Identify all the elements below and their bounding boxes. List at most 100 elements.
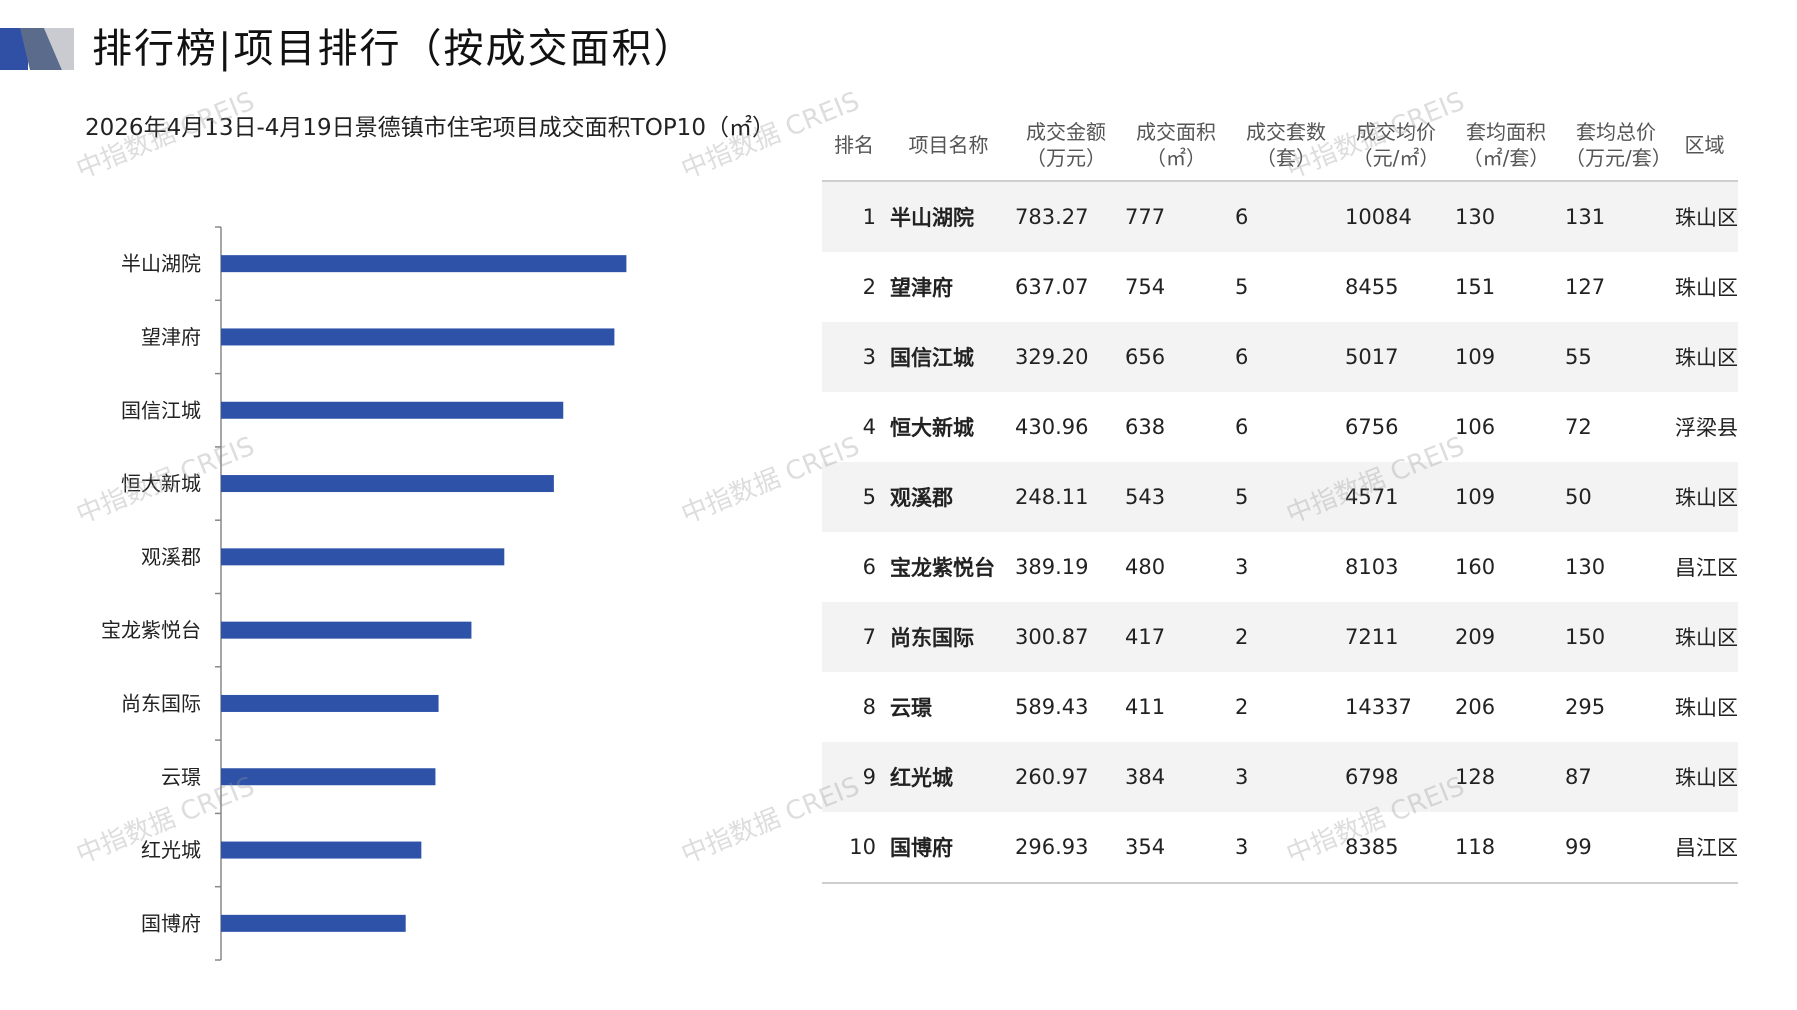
avg-total-cell: 99 bbox=[1561, 812, 1671, 884]
units-cell: 5 bbox=[1231, 462, 1341, 532]
column-header: 区域 bbox=[1671, 110, 1738, 182]
rank-cell: 8 bbox=[862, 695, 876, 719]
bar bbox=[221, 914, 406, 932]
column-header: 成交金额 （万元） bbox=[1011, 110, 1121, 182]
rank-cell: 6 bbox=[862, 555, 876, 579]
avg-total-cell: 55 bbox=[1561, 322, 1671, 392]
column-header-label: 套均面积 bbox=[1466, 120, 1546, 144]
avg-total-cell: 72 bbox=[1565, 415, 1592, 439]
district-cell: 珠山区 bbox=[1671, 181, 1738, 252]
avg-total-cell: 295 bbox=[1565, 695, 1606, 719]
rank-cell: 2 bbox=[862, 275, 876, 299]
avg-total-cell: 131 bbox=[1561, 181, 1671, 252]
column-header-unit: （套） bbox=[1256, 146, 1316, 170]
table-row: 4 恒大新城 430.96 638 6 6756 106 72 浮梁县 bbox=[822, 392, 1738, 462]
project-name-cell: 云璟 bbox=[890, 696, 932, 720]
avg-price-cell: 7211 bbox=[1341, 602, 1451, 672]
area-cell: 384 bbox=[1121, 742, 1231, 812]
table-row: 3 国信江城 329.20 656 6 5017 109 55 珠山区 bbox=[822, 322, 1738, 392]
bar bbox=[221, 768, 436, 786]
district-cell: 珠山区 bbox=[1675, 696, 1738, 720]
project-name-cell: 国博府 bbox=[886, 812, 1011, 884]
avg-price-cell: 14337 bbox=[1345, 695, 1412, 719]
category-label: 宝龙紫悦台 bbox=[101, 618, 201, 642]
column-header-unit: （万元） bbox=[1026, 146, 1106, 170]
avg-area-cell: 109 bbox=[1451, 322, 1561, 392]
district-cell: 昌江区 bbox=[1675, 556, 1738, 580]
rank-cell: 3 bbox=[822, 322, 886, 392]
area-cell: 777 bbox=[1121, 181, 1231, 252]
bar bbox=[221, 475, 554, 493]
amount-cell: 430.96 bbox=[1015, 415, 1089, 439]
avg-total-cell: 127 bbox=[1565, 275, 1606, 299]
category-label: 望津府 bbox=[141, 325, 201, 349]
column-header-unit: （㎡） bbox=[1146, 146, 1206, 170]
table-row: 2 望津府 637.07 754 5 8455 151 127 珠山区 bbox=[822, 252, 1738, 322]
rank-cell: 1 bbox=[822, 181, 886, 252]
project-name-cell: 半山湖院 bbox=[886, 181, 1011, 252]
rank-cell: 7 bbox=[822, 602, 886, 672]
bar bbox=[221, 841, 422, 859]
project-name-cell: 国信江城 bbox=[886, 322, 1011, 392]
amount-cell: 589.43 bbox=[1015, 695, 1089, 719]
units-cell: 6 bbox=[1231, 181, 1341, 252]
project-name-cell: 尚东国际 bbox=[886, 602, 1011, 672]
avg-area-cell: 160 bbox=[1455, 555, 1496, 579]
column-header-label: 排名 bbox=[834, 133, 874, 157]
table-row: 8 云璟 589.43 411 2 14337 206 295 珠山区 bbox=[822, 672, 1738, 742]
table-row: 6 宝龙紫悦台 389.19 480 3 8103 160 130 昌江区 bbox=[822, 532, 1738, 602]
area-cell: 656 bbox=[1121, 322, 1231, 392]
amount-cell: 637.07 bbox=[1015, 275, 1089, 299]
table-row: 9 红光城 260.97 384 3 6798 128 87 珠山区 bbox=[822, 742, 1738, 812]
bar bbox=[221, 328, 615, 346]
table-row: 10 国博府 296.93 354 3 8385 118 99 昌江区 bbox=[822, 812, 1738, 884]
area-cell: 754 bbox=[1125, 275, 1166, 299]
column-header-unit: （万元/套） bbox=[1565, 146, 1672, 170]
units-cell: 3 bbox=[1235, 555, 1249, 579]
column-header: 排名 bbox=[822, 110, 886, 182]
district-cell: 昌江区 bbox=[1671, 812, 1738, 884]
column-header: 套均面积 （㎡/套） bbox=[1451, 110, 1561, 182]
avg-area-cell: 209 bbox=[1451, 602, 1561, 672]
amount-cell: 329.20 bbox=[1011, 322, 1121, 392]
column-header-label: 成交面积 bbox=[1136, 120, 1216, 144]
units-cell: 6 bbox=[1235, 415, 1249, 439]
district-cell: 珠山区 bbox=[1675, 276, 1738, 300]
amount-cell: 389.19 bbox=[1015, 555, 1089, 579]
rank-cell: 5 bbox=[822, 462, 886, 532]
avg-area-cell: 109 bbox=[1451, 462, 1561, 532]
area-cell: 480 bbox=[1125, 555, 1166, 579]
units-cell: 5 bbox=[1235, 275, 1249, 299]
district-cell: 珠山区 bbox=[1671, 322, 1738, 392]
avg-total-cell: 87 bbox=[1561, 742, 1671, 812]
amount-cell: 248.11 bbox=[1011, 462, 1121, 532]
column-header: 项目名称 bbox=[886, 110, 1011, 182]
column-header-label: 套均总价 bbox=[1576, 120, 1656, 144]
avg-price-cell: 6798 bbox=[1341, 742, 1451, 812]
category-label: 红光城 bbox=[141, 838, 201, 862]
table-row: 5 观溪郡 248.11 543 5 4571 109 50 珠山区 bbox=[822, 462, 1738, 532]
category-label: 半山湖院 bbox=[121, 252, 201, 276]
column-header: 成交均价 （元/㎡） bbox=[1341, 110, 1451, 182]
category-label: 国博府 bbox=[141, 911, 201, 935]
avg-total-cell: 150 bbox=[1561, 602, 1671, 672]
page-title: 排行榜|项目排行（按成交面积） bbox=[92, 26, 696, 72]
avg-area-cell: 151 bbox=[1455, 275, 1496, 299]
area-cell: 417 bbox=[1121, 602, 1231, 672]
column-header-label: 区域 bbox=[1684, 133, 1725, 157]
ranking-table: 排名 项目名称 成交金额 （万元） 成交面积 （㎡） 成交套数 （套） 成交均价 （元/㎡） 套均面… bbox=[822, 110, 1738, 884]
district-cell: 浮梁县 bbox=[1675, 416, 1738, 440]
column-header-unit: （㎡/套） bbox=[1462, 146, 1550, 170]
project-name-cell: 宝龙紫悦台 bbox=[890, 556, 995, 580]
column-header-label: 成交均价 bbox=[1356, 120, 1436, 144]
area-cell: 411 bbox=[1125, 695, 1166, 719]
table-body: 1 半山湖院 783.27 777 6 10084 130 131 珠山区 2 望津府 637.07 7… bbox=[822, 181, 1738, 884]
column-header-unit: （元/㎡） bbox=[1352, 146, 1440, 170]
category-label: 恒大新城 bbox=[121, 472, 201, 496]
avg-total-cell: 130 bbox=[1565, 555, 1606, 579]
district-cell: 珠山区 bbox=[1671, 742, 1738, 812]
amount-cell: 783.27 bbox=[1011, 181, 1121, 252]
avg-area-cell: 118 bbox=[1451, 812, 1561, 884]
category-label: 云璟 bbox=[161, 765, 201, 789]
category-label: 国信江城 bbox=[121, 398, 201, 422]
